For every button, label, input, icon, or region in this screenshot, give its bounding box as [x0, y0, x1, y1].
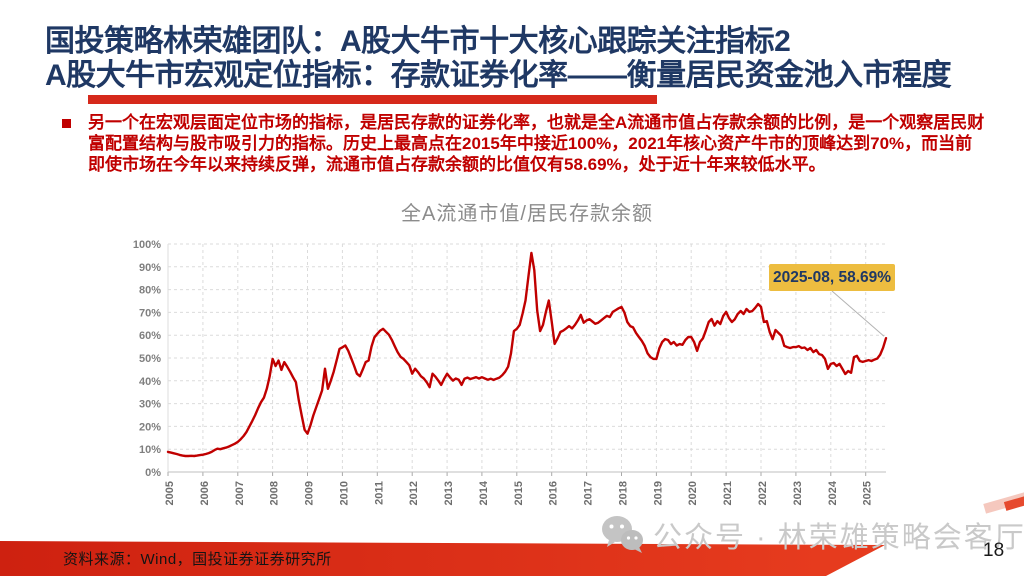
page-title-line-2: A股大牛市宏观定位指标：存款证券化率——衡量居民资金池入市程度 — [45, 59, 952, 92]
footer-red-band — [0, 541, 885, 576]
x-tick-label: 2007 — [234, 481, 246, 505]
y-tick-label: 70% — [139, 307, 161, 319]
x-tick-label: 2021 — [722, 481, 734, 505]
callout-leader-line — [831, 290, 885, 337]
watermark: 公众号 · 林荣雄策略会客厅 — [599, 514, 1024, 556]
series-line — [166, 251, 888, 458]
page-number: 18 — [983, 540, 1005, 561]
title-underline — [88, 95, 657, 104]
bullet-line: 另一个在宏观层面定位市场的指标，是居民存款的证券化率，也就是全A流通市值占存款余… — [88, 113, 985, 132]
x-tick-label: 2015 — [513, 481, 525, 505]
x-tick-label: 2023 — [792, 481, 804, 505]
y-tick-label: 80% — [139, 285, 161, 297]
y-tick-label: 20% — [139, 421, 161, 433]
x-tick-label: 2025 — [862, 481, 874, 505]
bullet-paragraph: 另一个在宏观层面定位市场的指标，是居民存款的证券化率，也就是全A流通市值占存款余… — [88, 112, 1003, 175]
x-tick-label: 2006 — [199, 481, 211, 505]
x-tick-label: 2014 — [478, 480, 490, 505]
source-text: 资料来源：Wind，国投证券证券研究所 — [63, 551, 332, 568]
x-tick-label: 2012 — [408, 481, 420, 505]
x-tick-label: 2013 — [443, 481, 455, 505]
x-tick-label: 2008 — [269, 481, 281, 505]
y-tick-label: 40% — [139, 376, 161, 388]
chart-title: 全A流通市值/居民存款余额 — [401, 203, 653, 225]
y-tick-label: 90% — [139, 262, 161, 274]
page-title-line-1: 国投策略林荣雄团队：A股大牛市十大核心跟踪关注指标2 — [45, 25, 791, 58]
x-tick-label: 2005 — [164, 481, 176, 505]
x-tick-label: 2018 — [618, 481, 630, 505]
x-tick-label: 2010 — [338, 481, 350, 505]
bullet-line: 即使市场在今年以来持续反弹，流通市值占存款余额的比值仅有58.69%，处于近十年… — [88, 155, 826, 174]
x-tick-label: 2016 — [548, 481, 560, 505]
x-tick-label: 2020 — [687, 481, 699, 505]
wechat-icon — [602, 516, 643, 553]
y-tick-label: 100% — [133, 239, 161, 251]
bullet-square-icon — [62, 119, 71, 128]
y-tick-label: 0% — [145, 467, 161, 479]
y-tick-label: 10% — [139, 444, 161, 456]
y-tick-label: 50% — [139, 353, 161, 365]
x-tick-label: 2011 — [373, 481, 385, 505]
x-tick-label: 2024 — [827, 480, 839, 505]
x-tick-label: 2017 — [583, 481, 595, 505]
y-tick-label: 30% — [139, 399, 161, 411]
x-tick-label: 2022 — [757, 481, 769, 505]
data-label-callout: 2025-08, 58.69% — [769, 264, 895, 291]
x-tick-label: 2009 — [304, 481, 316, 505]
watermark-text: 公众号 · 林荣雄策略会客厅 — [653, 522, 1024, 554]
bullet-line: 富配置结构与股市吸引力的指标。历史上最高点在2015年中接近100%，2021年… — [88, 134, 973, 153]
x-tick-label: 2019 — [652, 481, 664, 505]
y-tick-label: 60% — [139, 330, 161, 342]
